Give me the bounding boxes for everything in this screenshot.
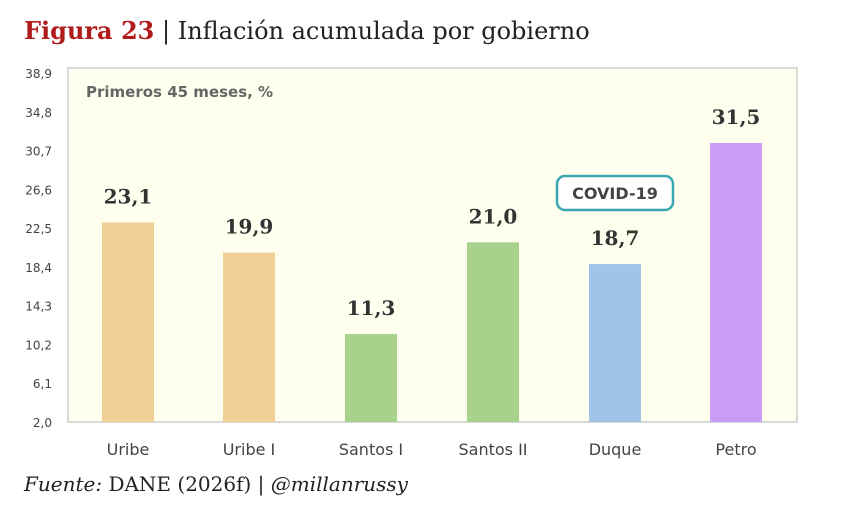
bar-value-label: 31,5 [712, 105, 761, 129]
bar [710, 142, 762, 422]
y-tick-label: 18,4 [25, 261, 52, 275]
y-tick-label: 22,5 [25, 222, 52, 236]
y-tick-label: 38,9 [25, 67, 52, 81]
y-tick-label: 34,8 [25, 106, 52, 120]
bar [467, 242, 519, 422]
bar-chart: Primeros 45 meses, % 38,9 34,8 30,7 26,6 22,… [25, 67, 798, 459]
source-text: DANE (2026f) | [102, 472, 271, 496]
figure-title: Figura 23 | Inflación acumulada por gobi… [24, 16, 590, 45]
bars: 23,1 Uribe 19,9 Uribe I 11,3 Santos I 21,0 Sant… [102, 105, 762, 459]
plot-area [67, 67, 798, 423]
y-tick-label: 30,7 [25, 145, 52, 159]
bar [102, 222, 154, 422]
bar-value-label: 21,0 [469, 204, 518, 228]
y-tick-label: 2,0 [33, 416, 52, 430]
y-axis: 38,9 34,8 30,7 26,6 22,5 18,4 14,3 10,2 6,1 2,0 [25, 67, 52, 430]
source-note: Fuente: DANE (2026f) | @millanrussy [24, 472, 408, 496]
figure-number: Figura 23 [24, 16, 155, 45]
annotation-box [555, 174, 675, 212]
x-tick-label: Uribe I [223, 440, 276, 459]
y-tick-label: 26,6 [25, 183, 52, 197]
x-tick-label: Santos I [339, 440, 403, 459]
bar [223, 252, 275, 422]
x-tick-label: Petro [715, 440, 756, 459]
chart-title: Inflación acumulada por gobierno [177, 17, 590, 45]
bar-value-label: 11,3 [347, 296, 396, 320]
source-label: Fuente: [24, 472, 103, 496]
bar-value-label: 19,9 [225, 215, 274, 239]
x-tick-label: Uribe [107, 440, 150, 459]
covid-annotation: COVID-19 [555, 174, 675, 212]
bar [589, 264, 641, 422]
x-tick-label: Santos II [458, 440, 527, 459]
y-tick-label: 6,1 [33, 377, 52, 391]
annotation-text: COVID-19 [572, 184, 658, 203]
y-tick-label: 14,3 [25, 300, 52, 314]
bar-value-label: 18,7 [591, 226, 640, 250]
bar-value-label: 23,1 [104, 184, 153, 208]
bar [345, 334, 397, 422]
author-handle: @millanrussy [270, 472, 408, 496]
y-tick-label: 10,2 [25, 338, 52, 352]
x-tick-label: Duque [589, 440, 642, 459]
title-separator: | [161, 17, 171, 45]
chart-subtitle: Primeros 45 meses, % [86, 83, 273, 101]
